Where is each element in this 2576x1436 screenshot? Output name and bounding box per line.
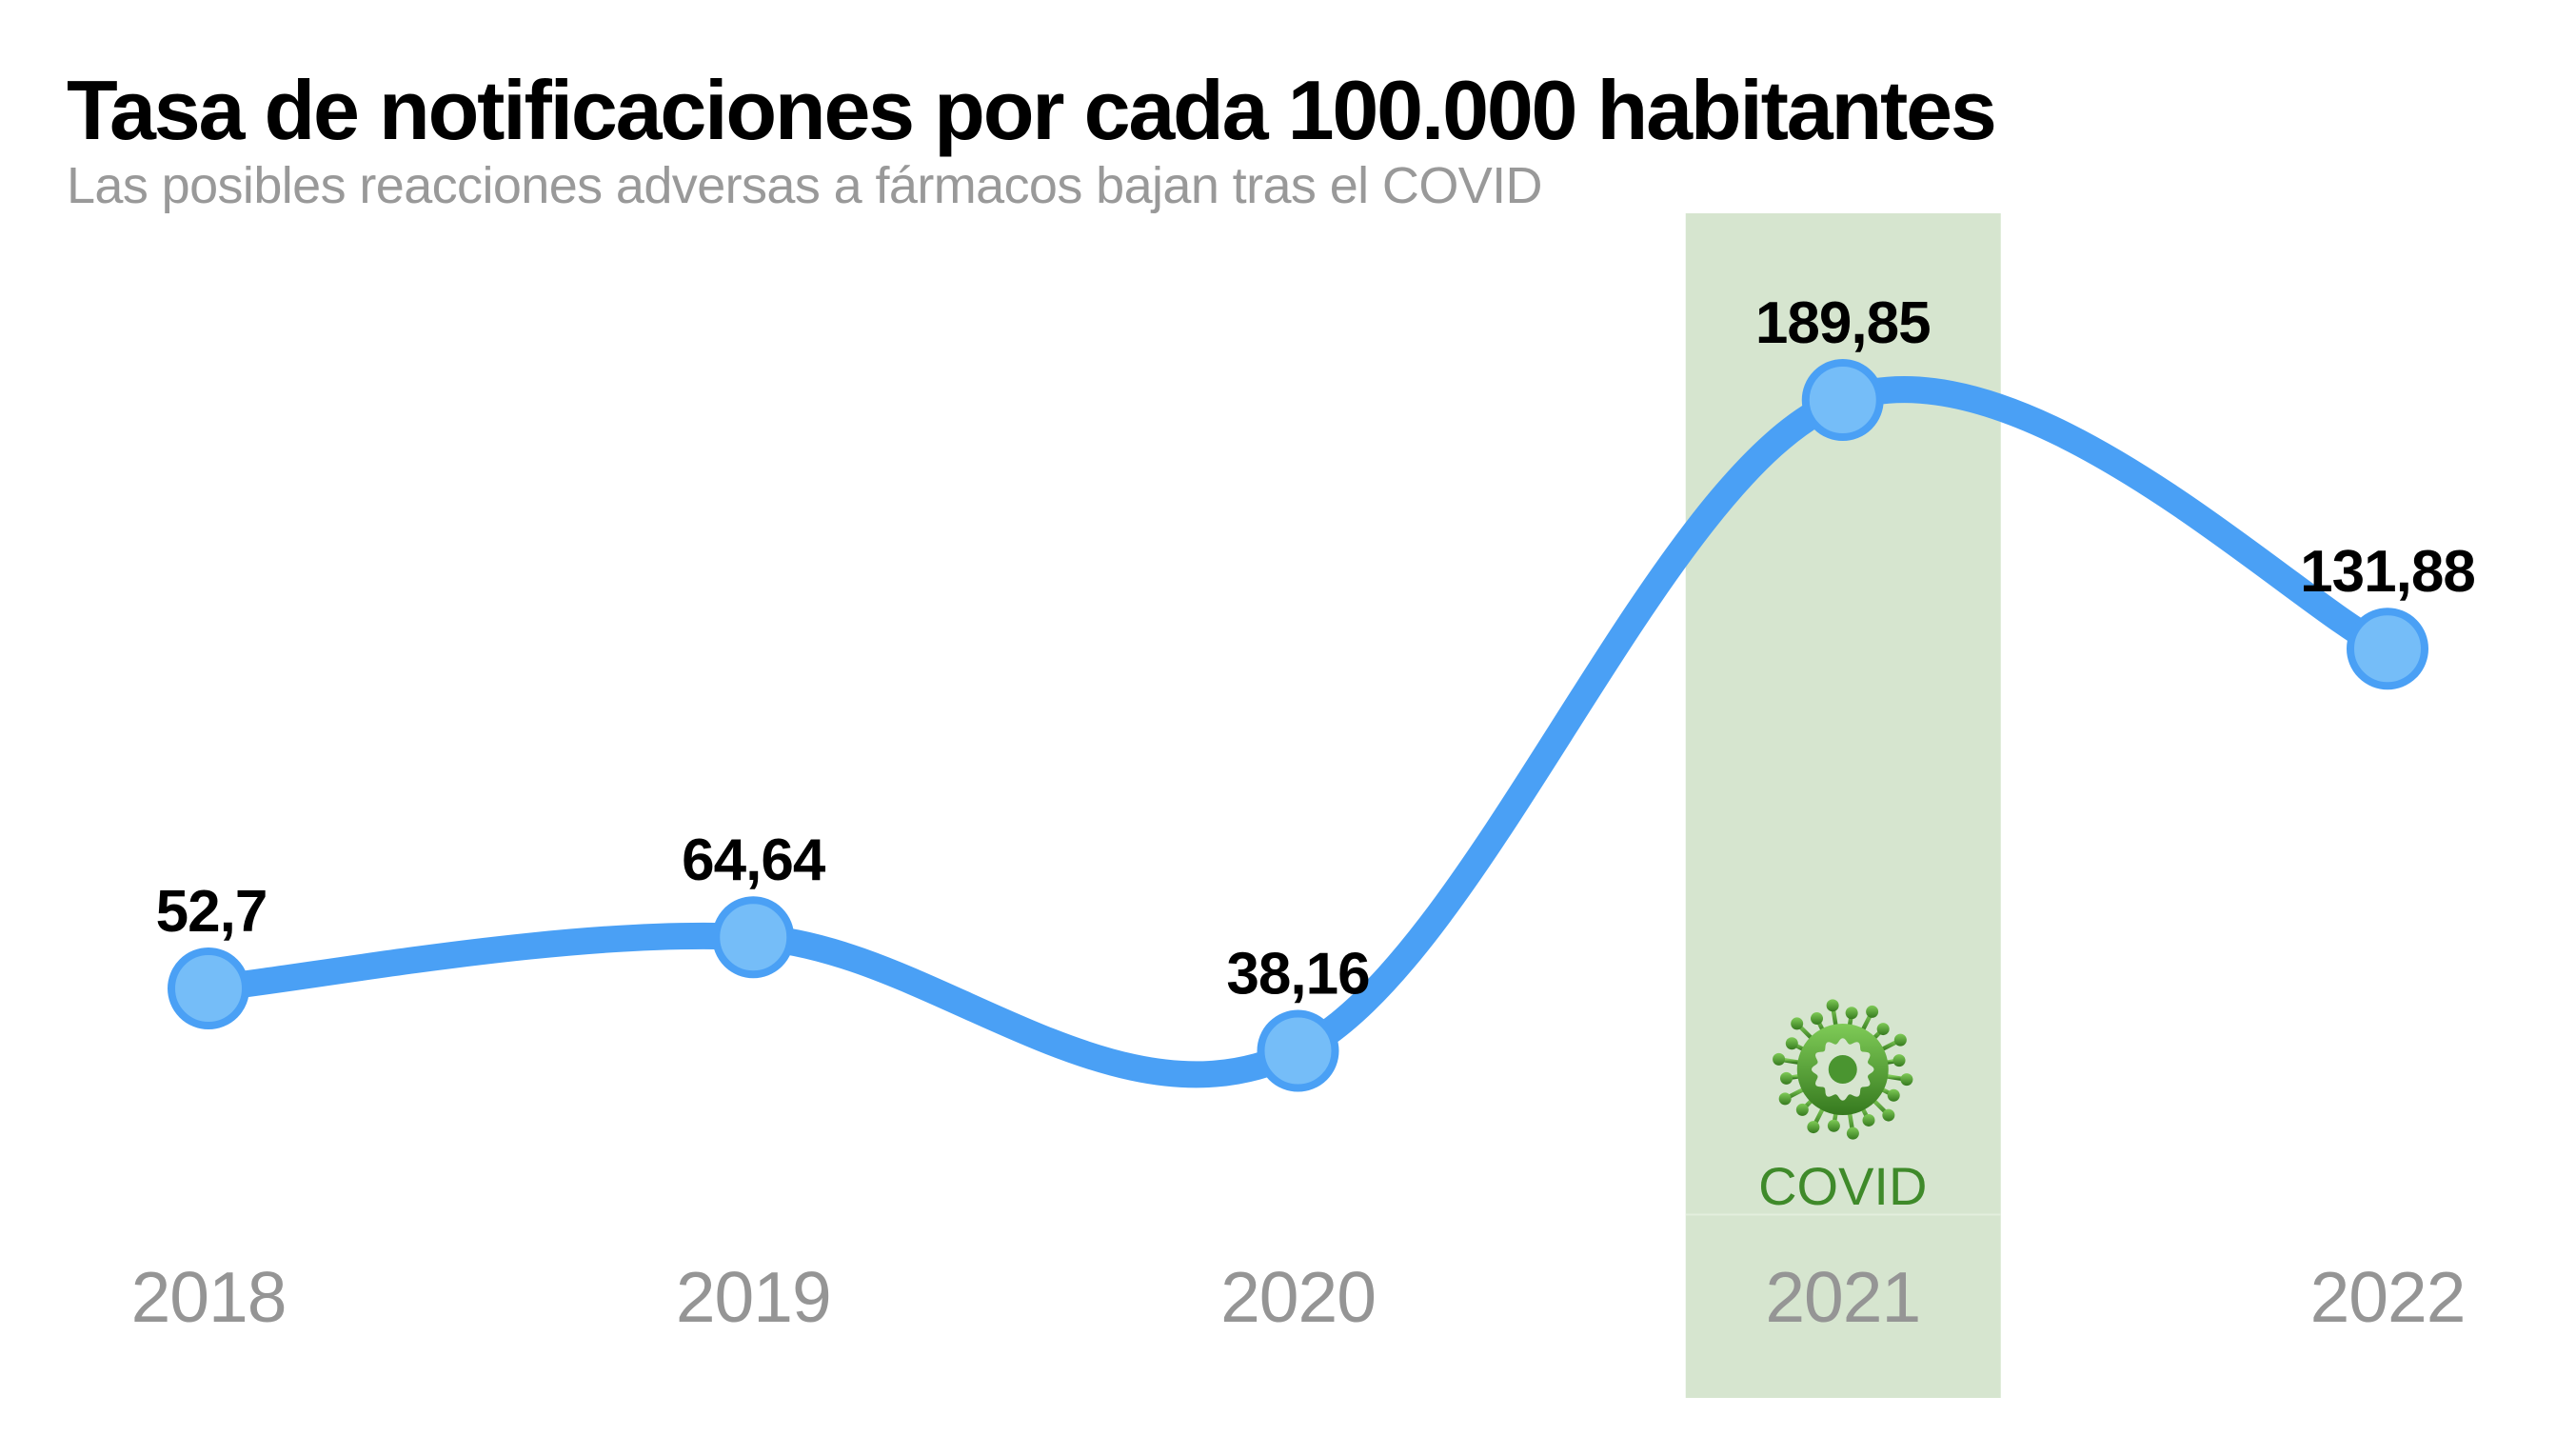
value-label-2020: 38,16 xyxy=(1226,942,1369,1007)
virus-nucleus xyxy=(1828,1055,1857,1084)
x-tick-label-2022: 2022 xyxy=(2310,1257,2466,1337)
value-labels: 52,7 64,64 38,16 189,85 131,88 xyxy=(156,290,2476,1007)
virus-icon xyxy=(1773,999,1913,1140)
virus-spike-tip xyxy=(1846,1127,1859,1140)
virus-spike-tip xyxy=(1811,1012,1824,1026)
covid-label: COVID xyxy=(1758,1156,1927,1216)
virus-spike-tip xyxy=(1866,1005,1879,1018)
value-label-2019: 64,64 xyxy=(682,828,826,893)
virus-spike-tip xyxy=(1795,1103,1809,1116)
virus-spike-tip xyxy=(1845,1007,1858,1020)
virus-spike-tip xyxy=(1876,1023,1890,1036)
virus-spike-tip xyxy=(1827,1119,1840,1132)
virus-spike-tip xyxy=(1779,1071,1793,1085)
chart-subtitle: Las posibles reacciones adversas a fárma… xyxy=(67,157,1543,214)
virus-spike-tip xyxy=(1892,1054,1906,1067)
virus-spike-tip xyxy=(1785,1037,1798,1050)
data-point-2021 xyxy=(1801,359,1884,442)
value-label-2018: 52,7 xyxy=(156,879,268,945)
virus-spike-tip xyxy=(1807,1121,1820,1134)
data-points xyxy=(168,359,2428,1092)
value-label-2021: 189,85 xyxy=(1755,290,1931,356)
data-point-2019 xyxy=(712,896,795,979)
x-tick-label-2018: 2018 xyxy=(131,1257,287,1337)
virus-spike-tip xyxy=(1882,1108,1895,1122)
data-point-2018 xyxy=(168,947,249,1030)
virus-spike-tip xyxy=(1826,999,1839,1012)
series-line xyxy=(195,376,2401,1088)
virus-spike-tip xyxy=(1791,1017,1804,1030)
x-tick-label-2020: 2020 xyxy=(1220,1257,1376,1337)
data-point-2022 xyxy=(2347,608,2428,690)
x-axis: 2018 2019 2020 2021 2022 xyxy=(131,1257,2467,1337)
x-tick-label-2019: 2019 xyxy=(676,1257,831,1337)
covid-annotation: COVID xyxy=(1758,999,1927,1216)
data-point-2020 xyxy=(1257,1009,1339,1092)
virus-spike-tip xyxy=(1862,1113,1875,1127)
series-line-group xyxy=(195,376,2401,1088)
chart-title: Tasa de notificaciones por cada 100.000 … xyxy=(67,63,1997,157)
x-tick-label-2021: 2021 xyxy=(1765,1257,1920,1337)
virus-spike-tip xyxy=(1773,1052,1786,1066)
virus-spike-tip xyxy=(1778,1092,1792,1106)
virus-spike-tip xyxy=(1893,1033,1907,1047)
virus-spike-tip xyxy=(1887,1088,1900,1102)
virus-spike-tip xyxy=(1900,1073,1913,1087)
value-label-2022: 131,88 xyxy=(2300,539,2475,605)
